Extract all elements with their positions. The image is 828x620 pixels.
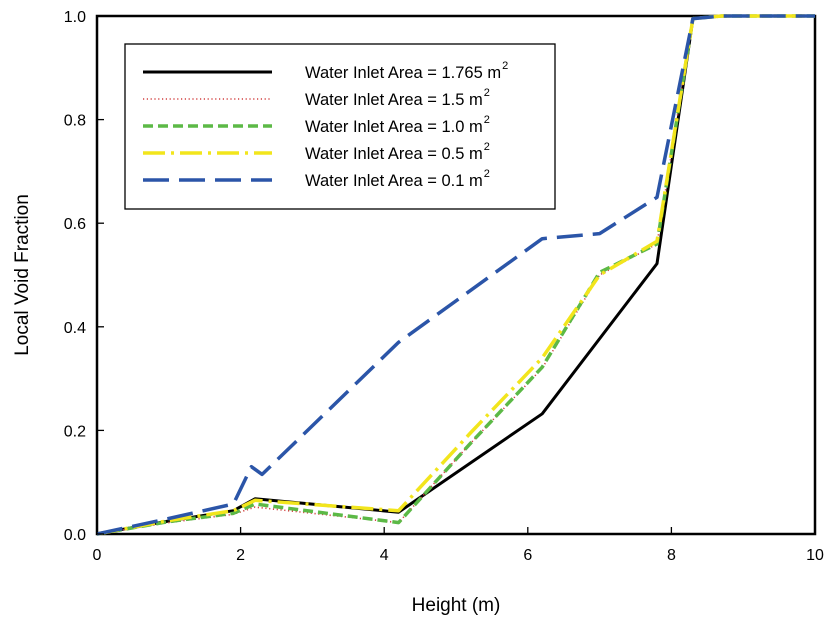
x-tick-label: 0 (93, 547, 102, 564)
x-tick-label: 10 (806, 547, 824, 564)
y-tick-label: 1.0 (64, 9, 86, 26)
series-line-5 (96, 14, 815, 536)
x-tick-label: 6 (523, 547, 532, 564)
legend-unit-superscript-3: 2 (484, 114, 490, 126)
y-tick-label: 0.6 (64, 216, 86, 233)
legend-unit-superscript-2: 2 (484, 87, 490, 99)
legend-label-3: Water Inlet Area = 1.0 m (305, 118, 483, 136)
y-tick-label: 0.0 (64, 527, 86, 544)
legend-unit-superscript-1: 2 (502, 60, 508, 72)
series-line-3 (96, 14, 815, 536)
x-tick-label: 8 (667, 547, 676, 564)
legend-unit-superscript-4: 2 (484, 141, 490, 153)
legend-label-4: Water Inlet Area = 0.5 m (305, 145, 483, 163)
x-axis: 0 2 4 6 8 10 (93, 527, 824, 564)
x-tick-label: 4 (380, 547, 389, 564)
legend-label-1: Water Inlet Area = 1.765 m (305, 64, 501, 82)
x-tick-label: 2 (236, 547, 245, 564)
legend-label-5: Water Inlet Area = 0.1 m (305, 172, 483, 190)
legend-unit-superscript-5: 2 (484, 168, 490, 180)
series-line-4 (96, 14, 815, 536)
legend-label-2: Water Inlet Area = 1.5 m (305, 91, 483, 109)
series-layer (96, 14, 815, 536)
y-axis-title: Local Void Fraction (12, 194, 33, 356)
y-axis: 0.0 0.2 0.4 0.6 0.8 1.0 (64, 9, 104, 544)
plot-area (95, 14, 817, 536)
y-tick-label: 0.2 (64, 423, 86, 440)
x-axis-title: Height (m) (412, 595, 501, 616)
y-tick-label: 0.4 (64, 320, 86, 337)
y-tick-label: 0.8 (64, 113, 86, 130)
